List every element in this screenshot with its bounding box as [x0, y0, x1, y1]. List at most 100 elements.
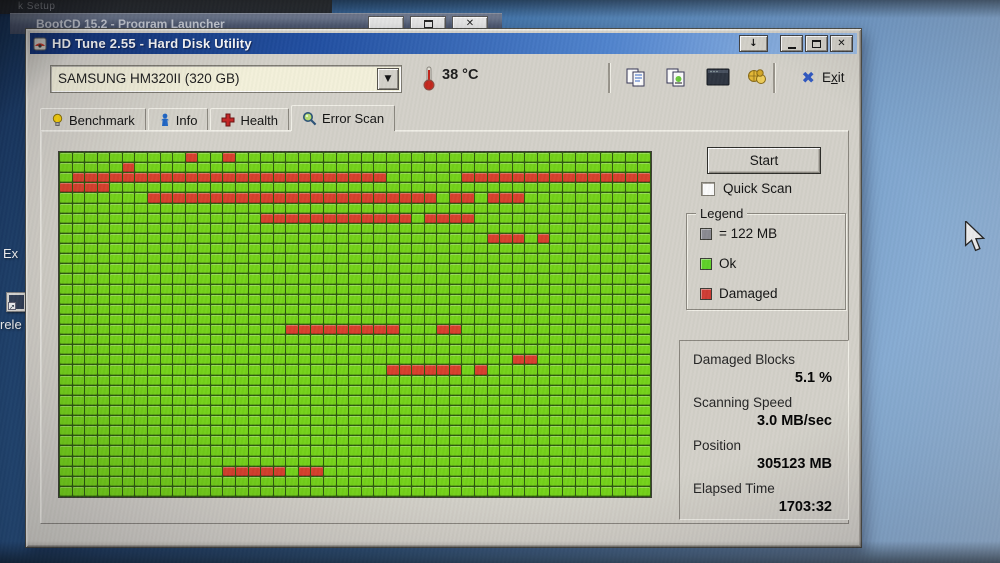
quick-scan-checkbox[interactable]	[701, 181, 715, 196]
scan-block-ok	[298, 375, 311, 385]
desktop-icon-label[interactable]: Ex	[3, 246, 19, 261]
scan-block-ok	[437, 466, 449, 476]
scan-block-ok	[399, 325, 412, 335]
start-button[interactable]: Start	[707, 147, 821, 174]
scan-block-ok	[361, 335, 374, 345]
scan-block-ok	[462, 365, 474, 375]
scan-block-ok	[236, 486, 248, 496]
scan-block-ok	[85, 405, 97, 416]
scan-block-ok	[638, 385, 650, 395]
scan-block-damaged	[97, 183, 110, 193]
scan-block-ok	[613, 436, 625, 446]
scan-block-ok	[537, 314, 550, 324]
titlebar[interactable]: HD Tune 2.55 - Hard Disk Utility ↓ ✕	[30, 33, 857, 54]
scan-block-ok	[324, 264, 336, 274]
scan-block-ok	[449, 233, 462, 244]
scan-block-ok	[386, 375, 399, 385]
scan-block-ok	[72, 244, 85, 254]
scan-block-ok	[236, 395, 248, 405]
scan-block-ok	[248, 416, 261, 426]
scan-block-ok	[97, 476, 110, 486]
copy-image-button[interactable]	[660, 62, 692, 92]
scan-block-ok	[210, 355, 223, 365]
scan-block-ok	[575, 456, 588, 466]
scan-block-ok	[361, 203, 374, 213]
scan-block-ok	[173, 183, 185, 193]
scan-block-ok	[135, 385, 148, 395]
scan-block-ok	[298, 264, 311, 274]
scan-block-ok	[110, 325, 122, 335]
scan-block-damaged	[487, 173, 500, 183]
exit-button[interactable]: ✖ Exit	[801, 67, 845, 87]
scan-block-damaged	[148, 173, 160, 183]
close-button[interactable]: ✕	[830, 35, 853, 52]
scan-block-ok	[550, 233, 562, 244]
scan-block-ok	[537, 223, 550, 233]
scan-block-ok	[437, 446, 449, 456]
scan-block-ok	[638, 304, 650, 314]
minimize-button[interactable]	[780, 35, 803, 52]
tab-error-scan[interactable]: Error Scan	[291, 105, 396, 131]
scan-block-ok	[462, 476, 474, 486]
scan-block-ok	[588, 395, 600, 405]
scan-block-ok	[160, 375, 173, 385]
scan-block-ok	[160, 203, 173, 213]
scan-block-ok	[437, 274, 449, 284]
scan-block-ok	[173, 345, 185, 355]
damaged-blocks-value: 5.1 %	[794, 370, 832, 386]
scan-block-ok	[525, 183, 537, 193]
web-button[interactable]	[742, 62, 774, 92]
scan-block-ok	[236, 476, 248, 486]
scan-block-ok	[374, 395, 386, 405]
scan-block-ok	[537, 486, 550, 496]
tab-health[interactable]: Health	[210, 108, 290, 131]
scan-block-ok	[638, 345, 650, 355]
scan-block-ok	[575, 264, 588, 274]
scan-block-ok	[562, 486, 575, 496]
scan-block-ok	[613, 304, 625, 314]
scan-block-ok	[399, 426, 412, 436]
scan-block-ok	[210, 223, 223, 233]
scan-block-ok	[512, 274, 525, 284]
scan-block-ok	[261, 446, 273, 456]
scan-block-ok	[311, 153, 324, 163]
scan-block-ok	[562, 466, 575, 476]
scan-block-ok	[148, 476, 160, 486]
scan-block-ok	[336, 436, 349, 446]
scan-block-damaged	[412, 365, 424, 375]
scan-block-ok	[160, 466, 173, 476]
scan-block-ok	[613, 233, 625, 244]
scan-block-ok	[72, 325, 85, 335]
scan-block-ok	[85, 213, 97, 223]
scan-block-ok	[500, 153, 512, 163]
scan-block-ok	[72, 264, 85, 274]
scan-block-ok	[261, 486, 273, 496]
tab-info[interactable]: Info	[147, 108, 209, 131]
screenshot-button[interactable]	[702, 62, 734, 92]
scan-block-ok	[336, 183, 349, 193]
scan-block-ok	[613, 193, 625, 203]
scan-block-ok	[210, 385, 223, 395]
scan-block-ok	[500, 365, 512, 375]
drive-select[interactable]: SAMSUNG HM320II (320 GB) ▼	[50, 65, 402, 93]
scan-block-ok	[97, 456, 110, 466]
scan-block-ok	[525, 304, 537, 314]
scan-block-ok	[613, 153, 625, 163]
desktop-shortcut-icon[interactable]: ➚	[6, 292, 27, 312]
scan-block-ok	[449, 345, 462, 355]
desktop-icon-label[interactable]: rele	[0, 317, 22, 332]
scan-block-ok	[298, 183, 311, 193]
scan-block-ok	[286, 486, 298, 496]
scan-block-ok	[361, 274, 374, 284]
scan-block-ok	[248, 486, 261, 496]
copy-text-button[interactable]	[620, 62, 652, 92]
scan-block-ok	[160, 476, 173, 486]
maximize-button[interactable]	[805, 35, 828, 52]
scan-block-damaged	[298, 173, 311, 183]
tray-arrow-button[interactable]: ↓	[739, 35, 768, 52]
scan-block-ok	[424, 466, 437, 476]
chevron-down-icon[interactable]: ▼	[377, 68, 399, 90]
tab-benchmark[interactable]: Benchmark	[40, 108, 146, 131]
scan-block-ok	[210, 476, 223, 486]
scan-block-ok	[72, 294, 85, 304]
